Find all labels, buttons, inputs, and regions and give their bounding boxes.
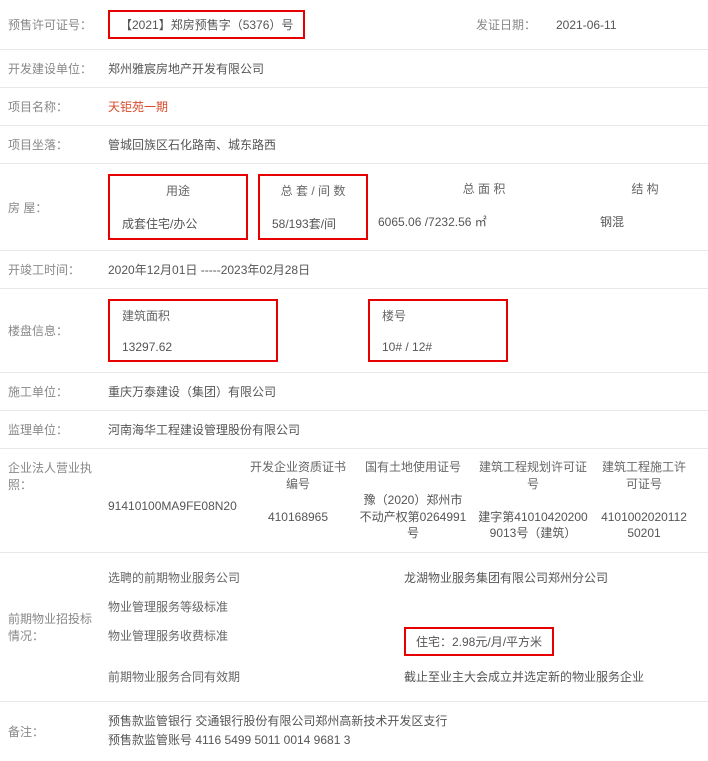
house-details: 用途 成套住宅/办公 总 套 / 间 数 58/193套/间 总 面 积 606… (100, 164, 708, 251)
remarks-line-1: 预售款监管银行 交通银行股份有限公司郑州高新技术开发区支行 (108, 712, 700, 731)
constructor-label: 施工单位： (0, 373, 100, 411)
area-label: 总 面 积 (378, 180, 590, 197)
building-no-label: 楼号 (382, 307, 494, 324)
supervisor-label: 监理单位： (0, 411, 100, 449)
remarks-line-2: 预售款监管账号 4116 5499 5011 0014 9681 3 (108, 731, 700, 750)
issue-date-value: 2021-06-11 (548, 0, 708, 50)
building-info-label: 楼盘信息： (0, 289, 100, 373)
structure-label: 结 构 (600, 180, 690, 197)
remarks-value: 预售款监管银行 交通银行股份有限公司郑州高新技术开发区支行 预售款监管账号 41… (100, 702, 708, 761)
schedule-label: 开竣工时间： (0, 251, 100, 289)
structure-value: 钢混 (600, 213, 690, 230)
prop-fee-highlight: 住宅：2.98元/月/平方米 (404, 627, 554, 656)
units-highlight: 总 套 / 间 数 58/193套/间 (258, 174, 368, 240)
property-label: 前期物业招投标情况： (0, 553, 100, 702)
project-name-label: 项目名称： (0, 88, 100, 126)
built-area-highlight: 建筑面积 13297.62 (108, 299, 278, 362)
constructor-value: 重庆万泰建设（集团）有限公司 (100, 373, 708, 411)
building-no-value: 10# / 12# (382, 340, 494, 354)
units-value: 58/193套/间 (272, 215, 354, 232)
permit-number-cell: 【2021】郑房预售字（5376）号 (100, 0, 468, 50)
prop-company-label: 选聘的前期物业服务公司 (108, 569, 404, 586)
permit-details-table: 预售许可证号： 【2021】郑房预售字（5376）号 发证日期： 2021-06… (0, 0, 708, 761)
const-permit-label: 建筑工程施工许可证号 (598, 459, 690, 493)
location-label: 项目坐落： (0, 126, 100, 164)
plan-permit-label: 建筑工程规划许可证号 (478, 459, 588, 493)
supervisor-value: 河南海华工程建设管理股份有限公司 (100, 411, 708, 449)
house-label: 房 屋： (0, 164, 100, 251)
dev-cert-value: 410168965 (248, 509, 348, 526)
location-value: 管城回族区石化路南、城东路西 (100, 126, 708, 164)
usage-highlight: 用途 成套住宅/办公 (108, 174, 248, 240)
prop-contract-label: 前期物业服务合同有效期 (108, 668, 404, 685)
usage-value: 成套住宅/办公 (122, 215, 234, 232)
plan-permit-value: 建字第410104202009013号（建筑） (478, 509, 588, 543)
land-cert-value: 豫（2020）郑州市不动产权第0264991号 (358, 492, 468, 542)
permit-number-highlight: 【2021】郑房预售字（5376）号 (108, 10, 305, 39)
building-no-highlight: 楼号 10# / 12# (368, 299, 508, 362)
usage-label: 用途 (122, 182, 234, 199)
prop-fee-label: 物业管理服务收费标准 (108, 627, 404, 656)
built-area-value: 13297.62 (122, 340, 264, 354)
permit-number-label: 预售许可证号： (0, 0, 100, 50)
license-details: 91410100MA9FE08N20 开发企业资质证书编号 410168965 … (100, 449, 708, 553)
remarks-label: 备注： (0, 702, 100, 761)
schedule-value: 2020年12月01日 -----2023年02月28日 (100, 251, 708, 289)
dev-cert-label: 开发企业资质证书编号 (248, 459, 348, 493)
building-info-details: 建筑面积 13297.62 楼号 10# / 12# (100, 289, 708, 373)
developer-label: 开发建设单位： (0, 50, 100, 88)
issue-date-label: 发证日期： (468, 0, 548, 50)
prop-grade-label: 物业管理服务等级标准 (108, 598, 404, 615)
built-area-label: 建筑面积 (122, 307, 264, 324)
prop-contract-value: 截止至业主大会成立并选定新的物业服务企业 (404, 668, 700, 685)
prop-grade-value (404, 598, 700, 615)
prop-company-value: 龙湖物业服务集团有限公司郑州分公司 (404, 569, 700, 586)
project-name-value: 天钜苑一期 (100, 88, 708, 126)
area-value: 6065.06 /7232.56 ㎡ (378, 213, 590, 230)
license-label: 企业法人营业执照： (0, 449, 100, 553)
developer-value: 郑州雅宸房地产开发有限公司 (100, 50, 708, 88)
biz-license-value: 91410100MA9FE08N20 (108, 498, 238, 515)
land-cert-label: 国有土地使用证号 (358, 459, 468, 476)
property-details: 选聘的前期物业服务公司 龙湖物业服务集团有限公司郑州分公司 物业管理服务等级标准… (100, 553, 708, 702)
const-permit-value: 410100202011250201 (598, 509, 690, 543)
units-label: 总 套 / 间 数 (272, 182, 354, 199)
